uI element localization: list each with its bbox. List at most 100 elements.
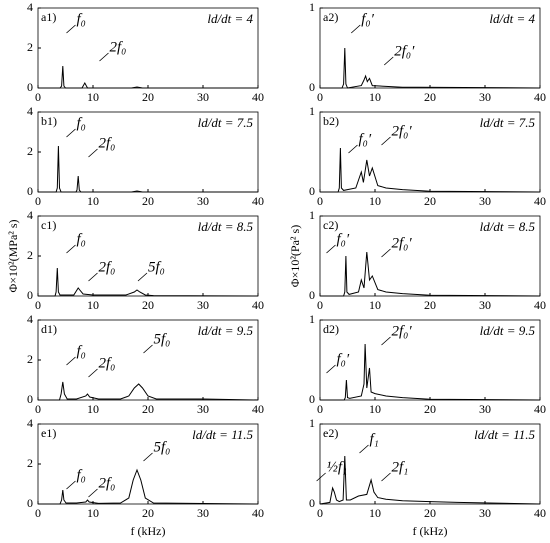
panel-label: b1): [41, 114, 57, 128]
y-tick-label: 4: [27, 104, 33, 118]
peak-arrow: [381, 472, 391, 482]
y-tick-label: 0: [309, 80, 315, 94]
y-axis-label: Φ×10²(Pa² s): [288, 225, 302, 287]
spectrum-line: [320, 251, 541, 297]
y-tick-label: 4: [27, 0, 33, 14]
x-tick-label: 30: [479, 90, 491, 104]
spectrum-line: [38, 381, 259, 401]
y-tick-label: 0: [309, 392, 315, 406]
y-tick-label: 1: [309, 0, 315, 14]
x-tick-label: 40: [252, 90, 264, 104]
peak-label: f₀: [77, 115, 86, 131]
ratio-label: ld/dt = 11.5: [474, 427, 535, 442]
peak-label: 2f₀′: [392, 323, 413, 339]
peak-arrow: [316, 472, 326, 482]
x-tick-label: 20: [142, 90, 154, 104]
peak-arrow: [88, 148, 98, 158]
peak-arrow: [359, 444, 369, 454]
x-tick-label: 20: [424, 298, 436, 312]
x-tick-label: 30: [197, 298, 209, 312]
panel-label: e1): [41, 426, 56, 440]
x-tick-label: 30: [197, 506, 209, 520]
x-tick-label: 10: [369, 194, 381, 208]
peak-label: f₀′: [337, 231, 350, 247]
x-tick-label: 20: [142, 298, 154, 312]
peak-label: f₀′: [337, 351, 350, 367]
peak-arrow: [137, 272, 148, 282]
peak-arrow: [381, 136, 391, 146]
peak-label: 5f₀: [154, 331, 171, 347]
peak-label: 2f₀′: [394, 43, 415, 59]
peak-arrow: [88, 488, 98, 498]
x-tick-label: 0: [35, 90, 41, 104]
peak-label: 5f₀: [148, 259, 165, 275]
x-tick-label: 30: [197, 402, 209, 416]
spectrum-line: [38, 145, 258, 193]
x-tick-label: 20: [424, 506, 436, 520]
x-tick-label: 30: [197, 90, 209, 104]
spectrum-line: [320, 147, 541, 193]
x-tick-label: 20: [424, 402, 436, 416]
x-tick-label: 30: [479, 298, 491, 312]
y-tick-label: 0: [27, 392, 33, 406]
x-tick-label: 0: [317, 402, 323, 416]
x-tick-label: 20: [142, 402, 154, 416]
x-tick-label: 40: [534, 298, 546, 312]
peak-label: f₀: [77, 467, 86, 483]
peak-label: f₀′: [361, 11, 374, 27]
peak-arrow: [348, 144, 358, 154]
x-tick-label: 0: [35, 402, 41, 416]
panel-label: c2): [323, 218, 338, 232]
y-tick-label: 4: [27, 312, 33, 326]
x-tick-label: 40: [252, 194, 264, 208]
y-tick-label: 0: [309, 184, 315, 198]
ratio-label: ld/dt = 4: [489, 11, 535, 26]
ratio-label: ld/dt = 8.5: [198, 219, 254, 234]
x-tick-label: 10: [87, 194, 99, 208]
y-tick-label: 0: [309, 496, 315, 510]
peak-arrow: [381, 336, 391, 346]
x-tick-label: 0: [35, 298, 41, 312]
y-tick-label: 1: [309, 208, 315, 222]
peak-label: 2f₁: [392, 459, 409, 475]
x-tick-label: 20: [142, 194, 154, 208]
peak-arrow: [143, 344, 153, 354]
x-tick-label: 40: [252, 506, 264, 520]
x-axis-label: f (kHz): [413, 524, 448, 538]
peak-label: 2f₀: [110, 39, 127, 55]
spectrum-line: [38, 65, 258, 89]
peak-label: 2f₀: [99, 355, 116, 371]
peak-arrow: [66, 356, 76, 366]
x-tick-label: 40: [534, 402, 546, 416]
panel-label: d2): [323, 322, 339, 336]
y-axis-label: Φ×10²(MPa² s): [6, 219, 20, 292]
y-tick-label: 0: [309, 288, 315, 302]
peak-arrow: [326, 244, 336, 254]
peak-label: 2f₀′: [392, 235, 413, 251]
peak-arrow: [350, 24, 361, 34]
peak-arrow: [143, 452, 153, 462]
panel-label: c1): [41, 218, 56, 232]
y-tick-label: 2: [27, 352, 33, 366]
peak-label: f₁: [370, 431, 379, 447]
x-tick-label: 10: [369, 402, 381, 416]
panel-label: d1): [41, 322, 57, 336]
peak-label: 2f₀′: [392, 123, 413, 139]
x-tick-label: 30: [197, 194, 209, 208]
x-tick-label: 40: [252, 298, 264, 312]
ratio-label: ld/dt = 9.5: [198, 323, 254, 338]
x-tick-label: 0: [317, 506, 323, 520]
x-tick-label: 30: [479, 402, 491, 416]
x-tick-label: 10: [87, 90, 99, 104]
x-tick-label: 0: [35, 194, 41, 208]
ratio-label: ld/dt = 11.5: [192, 427, 253, 442]
spectrum-line: [38, 468, 259, 505]
spectrum-line: [320, 343, 541, 401]
y-tick-label: 2: [27, 248, 33, 262]
x-axis-label: f (kHz): [131, 524, 166, 538]
peak-arrow: [88, 272, 98, 282]
peak-label: ½f₁: [327, 459, 348, 475]
y-tick-label: 1: [309, 416, 315, 430]
peak-label: 5f₀: [154, 439, 171, 455]
